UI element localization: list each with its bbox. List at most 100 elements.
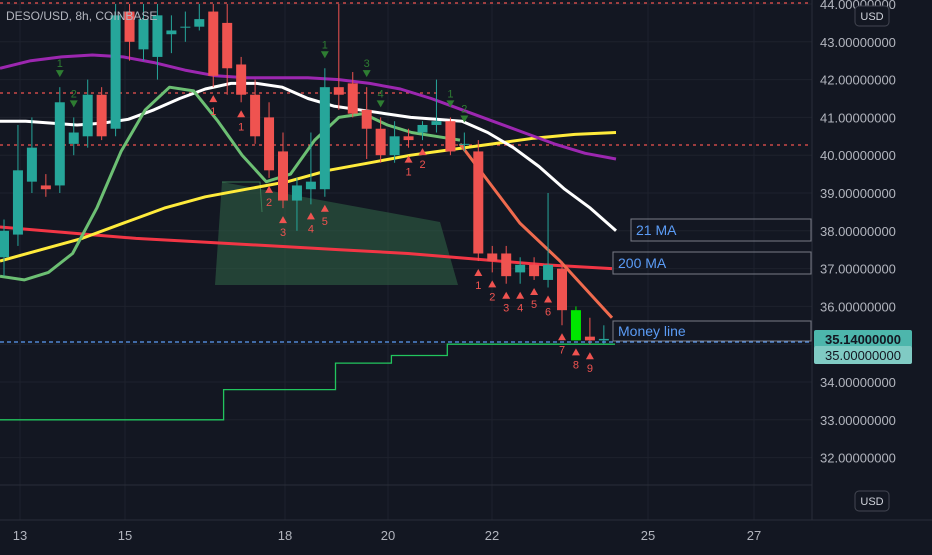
td-down-count: 3 [280,227,286,239]
candle [152,4,163,80]
td-down-arrow [544,295,553,303]
candle [333,4,344,110]
candle-body [12,170,23,235]
candle [557,261,567,326]
ma-yellow-line [0,131,617,263]
candle-body [445,121,456,152]
candle [459,132,470,152]
candle-body [584,336,595,341]
td-down-count: 5 [322,216,328,228]
candle-body [291,185,302,201]
td-down-arrow [474,269,483,277]
candle [445,117,456,156]
candle-body [375,128,386,156]
candle [250,79,261,144]
candle-body [96,94,107,137]
candle [403,128,414,148]
candle [389,121,400,163]
candle-body [473,151,484,254]
candle-body [68,132,79,144]
td-down-count: 3 [503,303,509,315]
td-down-arrow [404,155,413,163]
td-down-count: 4 [308,223,314,235]
td-down-count: 2 [419,159,425,171]
ma200-label-box[interactable]: 200 MA [612,251,812,275]
td-down-count: 1 [405,167,411,179]
price-axis-label: 32.00000000 [820,451,896,466]
td-up-count: 4 [378,88,384,100]
candle [0,219,9,277]
td-down-arrow [237,110,246,118]
td-down-arrow [418,148,427,156]
currency-button-top[interactable]: USD [854,5,890,27]
td-up-arrow [69,100,78,108]
candle-body [26,147,37,182]
td-up-count: 2 [71,88,77,100]
candle [236,56,247,103]
time-axis-label: 20 [381,528,395,543]
currency-button-bottom[interactable]: USD [854,490,890,512]
td-down-arrow [279,216,287,224]
candle-body [264,117,275,171]
td-down-arrow [516,291,525,299]
candle [375,117,386,163]
candle-body [403,136,414,141]
candle [264,102,275,178]
td-up-count: 1 [57,58,63,70]
td-down-count: 1 [210,106,216,118]
trailing-stop-line [0,343,615,421]
candle-body [194,19,205,27]
td-down-arrow [488,280,497,288]
td-down-count: 1 [475,280,481,292]
td-up-arrow [376,100,385,108]
price-axis-label: 33.00000000 [820,413,896,428]
td-up-arrow [446,100,455,108]
td-sequential-marks: 11234512123456789123413412 [55,39,594,375]
candle-body [236,64,247,95]
td-up-count: 1 [447,88,453,100]
candle-body [501,253,512,277]
candle [319,68,330,197]
td-up-arrow [55,70,64,78]
candle [138,4,149,61]
candle-body [152,15,163,57]
ma21-label-box[interactable]: 21 MA [630,218,812,242]
money-line-label-box[interactable]: Money line [612,320,812,342]
last-price-tag: 35.14000000 [814,330,912,348]
candle [124,4,135,61]
price-axis-label: 42.00000000 [820,73,896,88]
td-up-count: 2 [461,104,467,116]
candle-body [40,185,51,190]
candle [543,193,554,288]
candle-body [333,87,344,95]
candle [26,117,37,193]
td-down-arrow [209,95,218,103]
candle [194,4,205,31]
money-line-label: Money line [618,323,686,339]
candle-body [529,264,540,277]
candle-body [166,30,177,35]
td-down-count: 2 [266,197,272,209]
td-down-count: 7 [559,344,565,356]
time-axis[interactable]: 13 15 18 20 22 25 27 [13,528,761,543]
candle [347,72,358,118]
td-down-arrow [558,333,566,341]
candle [278,132,288,209]
candle-body [543,264,554,280]
candle-body [598,338,609,341]
time-axis-label: 15 [118,528,132,543]
candle [222,4,233,95]
ma21-label: 21 MA [636,222,677,238]
candle [515,257,526,284]
price-axis[interactable]: 44.0000000043.0000000042.0000000041.0000… [820,0,896,466]
time-axis-label: 18 [278,528,292,543]
candle [584,317,595,345]
candle [96,87,107,141]
candle [431,79,442,133]
ma200-label: 200 MA [618,255,667,271]
price-axis-label: 39.00000000 [820,186,896,201]
price-axis-label: 41.00000000 [820,110,896,125]
candle-body [250,94,261,137]
